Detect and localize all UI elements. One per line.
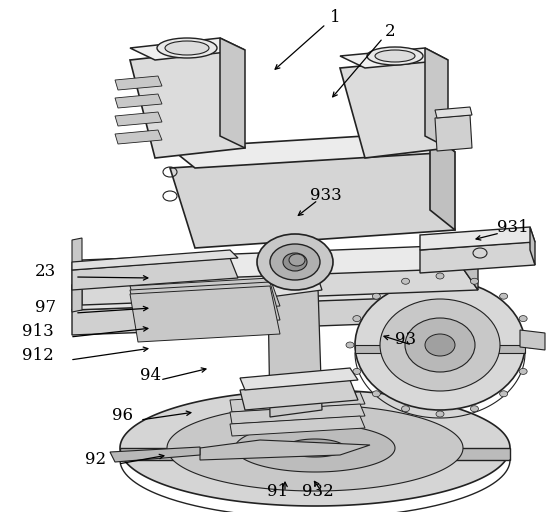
Text: 93: 93	[395, 331, 416, 349]
Ellipse shape	[500, 391, 508, 397]
Polygon shape	[72, 295, 480, 335]
Polygon shape	[530, 227, 535, 265]
Ellipse shape	[283, 253, 307, 271]
Ellipse shape	[157, 38, 217, 58]
Ellipse shape	[355, 280, 525, 410]
Polygon shape	[130, 282, 280, 328]
Text: 931: 931	[497, 220, 529, 237]
Polygon shape	[230, 392, 365, 412]
Text: 913: 913	[22, 324, 54, 340]
Polygon shape	[420, 227, 535, 250]
Polygon shape	[130, 286, 280, 342]
Ellipse shape	[519, 369, 527, 374]
Ellipse shape	[405, 318, 475, 372]
Polygon shape	[340, 60, 448, 158]
Polygon shape	[435, 115, 472, 151]
Ellipse shape	[353, 369, 361, 374]
Text: 912: 912	[22, 347, 54, 364]
Ellipse shape	[401, 406, 410, 412]
Polygon shape	[115, 94, 162, 108]
Ellipse shape	[289, 254, 305, 266]
Ellipse shape	[375, 50, 415, 62]
Text: 2: 2	[385, 24, 395, 40]
Polygon shape	[82, 267, 478, 305]
Ellipse shape	[270, 244, 320, 280]
Ellipse shape	[257, 234, 333, 290]
Polygon shape	[167, 405, 463, 491]
Polygon shape	[340, 48, 448, 68]
Ellipse shape	[470, 278, 479, 284]
Polygon shape	[240, 380, 358, 410]
Ellipse shape	[436, 273, 444, 279]
Ellipse shape	[519, 315, 527, 322]
Polygon shape	[110, 447, 200, 462]
Polygon shape	[200, 440, 370, 460]
Text: 97: 97	[35, 300, 56, 316]
Polygon shape	[420, 242, 535, 273]
Ellipse shape	[165, 41, 209, 55]
Polygon shape	[115, 130, 162, 144]
Polygon shape	[130, 278, 280, 314]
Polygon shape	[230, 404, 365, 424]
Ellipse shape	[353, 315, 361, 322]
Polygon shape	[170, 132, 455, 168]
Ellipse shape	[470, 406, 479, 412]
Polygon shape	[130, 38, 245, 60]
Text: 91: 91	[267, 483, 289, 501]
Polygon shape	[130, 50, 245, 158]
Polygon shape	[268, 278, 322, 297]
Text: 932: 932	[302, 483, 334, 501]
Ellipse shape	[526, 342, 534, 348]
Polygon shape	[115, 76, 162, 90]
Text: 92: 92	[85, 452, 106, 468]
Polygon shape	[170, 152, 455, 248]
Ellipse shape	[367, 47, 423, 65]
Polygon shape	[72, 270, 480, 310]
Ellipse shape	[500, 293, 508, 299]
Ellipse shape	[346, 342, 354, 348]
Polygon shape	[430, 132, 455, 230]
Polygon shape	[235, 424, 395, 472]
Ellipse shape	[373, 293, 380, 299]
Polygon shape	[220, 38, 245, 148]
Text: 933: 933	[310, 186, 342, 203]
Polygon shape	[120, 390, 510, 506]
Polygon shape	[425, 48, 448, 148]
Polygon shape	[230, 416, 365, 436]
Polygon shape	[120, 448, 510, 460]
Ellipse shape	[401, 278, 410, 284]
Polygon shape	[72, 258, 238, 290]
Ellipse shape	[425, 334, 455, 356]
Polygon shape	[72, 250, 238, 270]
Ellipse shape	[436, 411, 444, 417]
Polygon shape	[435, 107, 472, 118]
Ellipse shape	[373, 391, 380, 397]
Text: 1: 1	[330, 10, 341, 27]
Polygon shape	[520, 330, 545, 350]
Ellipse shape	[380, 299, 500, 391]
Polygon shape	[82, 245, 478, 283]
Polygon shape	[355, 345, 525, 353]
Polygon shape	[460, 270, 480, 320]
Text: 96: 96	[112, 407, 133, 423]
Polygon shape	[285, 439, 345, 457]
Polygon shape	[462, 245, 478, 290]
Polygon shape	[72, 238, 82, 312]
Polygon shape	[268, 288, 322, 417]
Text: 94: 94	[140, 368, 161, 385]
Text: 23: 23	[35, 264, 56, 281]
Polygon shape	[115, 112, 162, 126]
Polygon shape	[240, 368, 358, 390]
